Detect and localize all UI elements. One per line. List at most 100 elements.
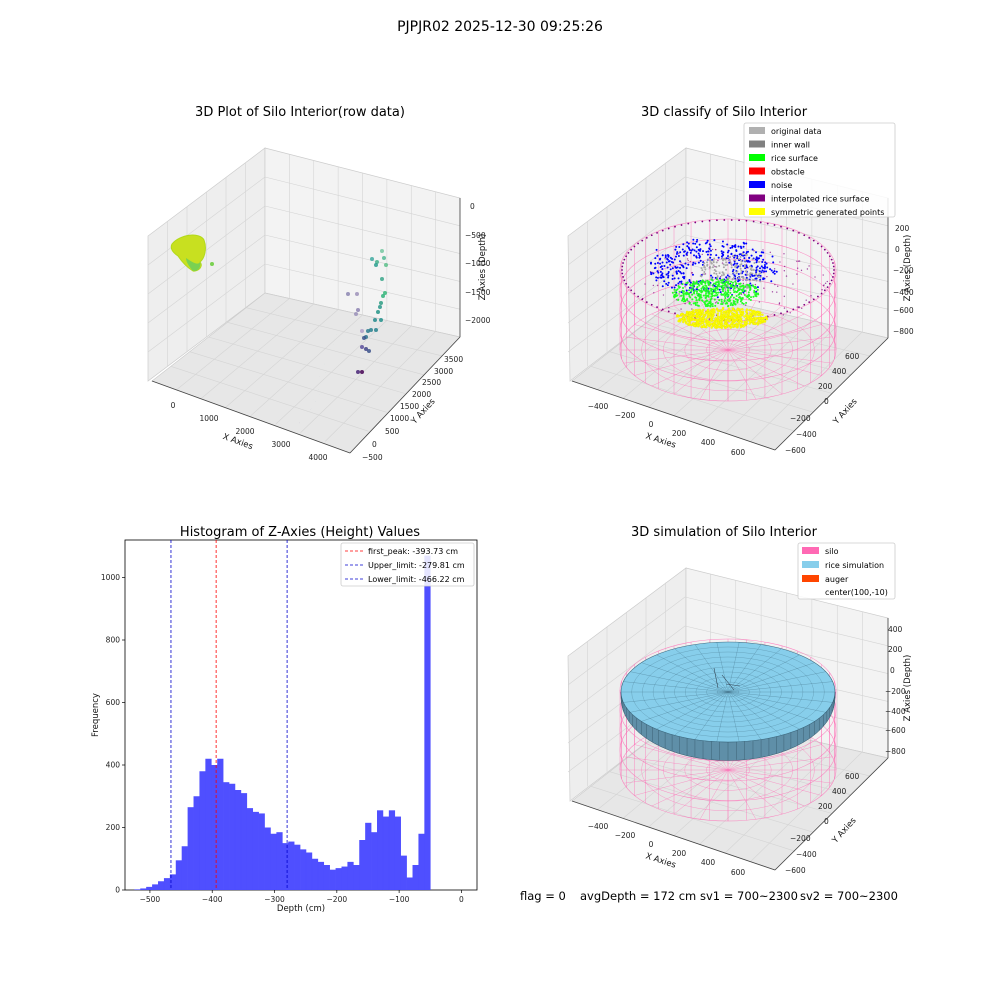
interpolated-point [752,220,755,223]
histogram-bar [270,833,277,890]
rice-surface-point [721,282,724,285]
raw-data-point [356,308,360,312]
noise-point [759,278,762,281]
classify-z-ticks: 200 0 −200 −400 −600 −800 [893,224,914,336]
original-data-point [750,266,753,269]
interpolated-point [816,242,819,245]
classify-y-tick: 0 [824,397,829,406]
noise-point [679,251,682,254]
rice-surface-point [710,295,713,298]
noise-point [694,242,697,245]
noise-point [762,278,765,281]
histogram-bars [134,555,431,890]
interpolated-point [715,314,718,316]
original-data-point [742,276,745,279]
rice-surface-point [674,293,677,296]
noise-point [762,266,765,269]
rice-surface-point [704,303,707,306]
rice-surface-point [693,289,696,292]
rice-surface-point [714,283,717,286]
noise-point [673,286,676,289]
interpolated-point [824,282,827,285]
noise-point [661,272,664,275]
histogram-bar [246,808,254,890]
noise-point [654,262,657,265]
classify-point-cloud [621,219,835,330]
noise-point [759,274,762,277]
noise-point [661,285,664,288]
rice-surface-point [742,286,745,289]
original-data-point [739,272,742,275]
noise-point [763,264,766,267]
rice-mesh-ring [695,676,761,708]
rice-surface-point [726,302,729,305]
interpolated-point [792,308,795,311]
rice-surface-point [741,301,744,304]
rice-surface-point [712,288,715,291]
hist-x-tick: −200 [327,895,348,904]
original-data-point [744,259,747,262]
interpolated-point [662,294,665,296]
original-data-point [713,272,716,275]
legend-entry-original-data: original data [749,127,822,136]
noise-point [726,274,729,277]
original-data-point [750,269,753,272]
symmetric-point [722,324,725,328]
rice-surface-point [731,294,734,297]
classify-y-tick: 600 [845,352,860,361]
rice-surface-point [690,290,693,293]
original-data-point [748,274,751,277]
rice-surface-point [747,293,750,296]
symmetric-point [683,319,687,322]
rice-surface-point [721,279,724,282]
rice-surface-point [714,304,717,307]
hist-x-tick: −300 [264,895,285,904]
rice-surface-point [721,303,724,306]
rice-surface-point [720,300,723,303]
original-data-point [731,277,734,280]
classify-x-tick: 200 [672,429,687,438]
histogram-bar [365,822,372,890]
rice-surface-point [731,304,734,307]
original-data-point [728,259,731,262]
noise-point [671,257,674,260]
legend-label: noise [771,181,792,190]
back-wall-gridline [567,596,686,686]
raw-data-point [346,292,350,296]
rice-surface-point [687,293,690,296]
rice-surface-point [685,293,688,296]
symmetric-point [696,324,700,327]
floor-gridline [597,298,711,390]
classify-z-tick: −600 [893,306,914,315]
symmetric-point [719,314,723,317]
rice-surface-point [726,281,729,284]
interpolated-point [786,227,789,230]
noise-point [683,250,686,253]
legend-label: obstacle [771,168,805,177]
symmetric-point [754,317,757,320]
interpolated-point [675,299,678,301]
rice-surface-point [707,294,710,297]
histogram-bar [211,765,218,890]
rice-surface-point [697,292,700,295]
noise-point [666,266,669,269]
classify-x-tick: 600 [731,448,746,457]
silo-floor-spoke [699,349,729,400]
simulation-x-axis-line [571,800,776,871]
original-data-point [712,261,715,264]
interpolated-point [783,270,786,272]
noise-point [715,254,718,257]
rice-surface-point [695,296,698,299]
original-data-point [739,263,742,266]
symmetric-point [699,318,703,322]
classify-y-axis-line [774,337,889,451]
noise-point [656,254,659,257]
raw-y-tick: 3000 [434,367,453,376]
raw-outlier-point [210,262,214,266]
noise-point [708,247,711,250]
symmetric-point [746,315,750,319]
rice-surface-point [713,291,716,294]
rice-surface-point [680,294,683,297]
noise-point [681,248,684,251]
symmetric-point [759,321,762,325]
